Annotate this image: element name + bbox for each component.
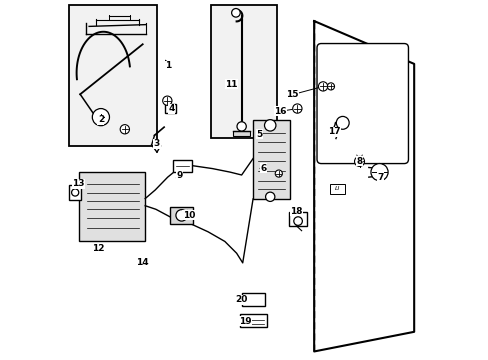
Circle shape: [326, 83, 334, 90]
Text: 8: 8: [356, 157, 362, 166]
Circle shape: [354, 157, 364, 166]
Text: 16: 16: [273, 107, 286, 116]
Text: 6: 6: [260, 164, 266, 173]
Bar: [165, 104, 176, 113]
Circle shape: [237, 122, 246, 131]
Bar: [69, 185, 81, 200]
Text: 9: 9: [176, 171, 183, 180]
Text: 17: 17: [327, 127, 340, 136]
Text: 10: 10: [183, 211, 195, 220]
Text: 19: 19: [239, 316, 251, 325]
Circle shape: [163, 96, 172, 105]
Text: 20: 20: [235, 295, 247, 304]
Circle shape: [231, 9, 240, 17]
Text: 15: 15: [286, 90, 298, 99]
Text: 12: 12: [92, 244, 104, 253]
Bar: [173, 160, 191, 172]
FancyBboxPatch shape: [316, 44, 407, 163]
Text: 3: 3: [154, 139, 160, 148]
Circle shape: [264, 120, 275, 131]
Text: 18: 18: [289, 207, 302, 216]
Text: 1: 1: [164, 61, 170, 70]
Circle shape: [336, 116, 348, 129]
Text: 14: 14: [136, 258, 149, 267]
Text: LI: LI: [334, 186, 339, 191]
Text: 4: 4: [168, 104, 174, 113]
Circle shape: [293, 217, 302, 225]
Text: 7: 7: [376, 173, 383, 182]
Bar: [329, 184, 344, 194]
Circle shape: [370, 163, 387, 181]
Bar: [241, 293, 264, 306]
Text: 5: 5: [256, 130, 263, 139]
Bar: [79, 172, 145, 242]
Text: 13: 13: [72, 179, 85, 188]
Circle shape: [292, 104, 302, 113]
Bar: [288, 212, 306, 226]
Circle shape: [120, 125, 129, 134]
Bar: [240, 314, 266, 327]
Text: 2: 2: [98, 116, 104, 125]
Circle shape: [265, 192, 274, 202]
Bar: [69, 5, 157, 146]
Circle shape: [71, 189, 79, 196]
Text: 11: 11: [224, 80, 237, 89]
Bar: [233, 131, 250, 136]
Circle shape: [176, 210, 187, 221]
Bar: [210, 5, 276, 138]
Circle shape: [92, 109, 109, 126]
Bar: [170, 207, 193, 224]
Circle shape: [318, 82, 327, 91]
Bar: [253, 120, 289, 199]
Circle shape: [275, 170, 282, 177]
